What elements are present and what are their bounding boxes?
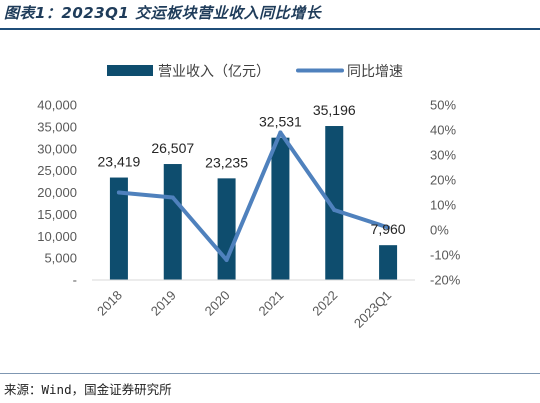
bar-series xyxy=(109,126,398,280)
bottom-rule xyxy=(0,373,540,374)
legend-bar-swatch xyxy=(107,65,153,76)
growth-point-2018 xyxy=(116,190,121,195)
right-tick-label: 40% xyxy=(430,123,456,138)
x-tick-label: 2020 xyxy=(202,288,233,319)
growth-point-2021 xyxy=(278,130,283,135)
right-tick-label: -20% xyxy=(430,273,461,288)
growth-point-2022 xyxy=(332,208,337,212)
x-tick-label: 2019 xyxy=(148,288,179,319)
bar-data-label: 26,507 xyxy=(151,140,194,156)
right-axis: -20% -10% 0% 10% 20% 30% 40% 50% xyxy=(430,98,461,288)
right-tick-label: 0% xyxy=(430,223,449,238)
bar-2022 xyxy=(325,126,344,280)
growth-point-2020 xyxy=(224,258,229,262)
bar-2023Q1 xyxy=(379,245,398,280)
left-tick-label: 15,000 xyxy=(37,207,77,222)
source-note: 来源：Wind，国金证券研究所 xyxy=(4,382,172,397)
left-axis: - 5,000 10,000 15,000 20,000 25,000 30,000 35,0… xyxy=(37,98,77,288)
left-tick-label: 5,000 xyxy=(44,251,77,266)
bar-2020 xyxy=(217,178,236,280)
x-tick-label: 2022 xyxy=(309,288,340,319)
bar-data-label: 7,960 xyxy=(371,221,406,237)
right-tick-label: -10% xyxy=(430,248,461,263)
figure-title: 图表1：2023Q1 交运板块营业收入同比增长 xyxy=(4,4,322,22)
bar-2018 xyxy=(109,177,128,280)
x-tick-label: 2018 xyxy=(94,288,125,319)
right-tick-label: 50% xyxy=(430,98,456,113)
bar-data-label: 23,419 xyxy=(98,154,141,170)
bar-data-labels: 23,419 26,507 23,235 32,531 35,196 7,960 xyxy=(98,102,406,237)
x-tick-label: 2021 xyxy=(255,288,286,319)
bar-data-label: 32,531 xyxy=(259,114,302,130)
left-tick-label: 10,000 xyxy=(37,229,77,244)
left-tick-label: 30,000 xyxy=(37,141,77,156)
left-tick-label: 40,000 xyxy=(37,98,77,113)
line-series xyxy=(116,130,391,262)
right-tick-label: 20% xyxy=(430,173,456,188)
growth-line xyxy=(116,130,391,262)
right-tick-label: 10% xyxy=(430,198,456,213)
legend-line-label: 同比增速 xyxy=(347,64,403,80)
growth-point-2023Q1 xyxy=(386,225,391,230)
left-tick-label: 25,000 xyxy=(37,163,77,178)
bar-2019 xyxy=(163,164,182,280)
x-axis-labels: 2018 2019 2020 2021 2022 2023Q1 xyxy=(94,288,394,331)
legend: 营业收入（亿元） 同比增速 xyxy=(107,64,403,80)
x-tick-label: 2023Q1 xyxy=(351,288,394,331)
left-tick-label: - xyxy=(73,273,77,288)
bar-data-label: 23,235 xyxy=(205,154,248,170)
bar-2021 xyxy=(271,137,290,280)
left-tick-label: 20,000 xyxy=(37,185,77,200)
left-tick-label: 35,000 xyxy=(37,119,77,134)
bar-data-label: 35,196 xyxy=(313,102,356,118)
growth-point-2019 xyxy=(170,195,175,200)
right-tick-label: 30% xyxy=(430,148,456,163)
title-rule xyxy=(0,28,540,30)
legend-bar-label: 营业收入（亿元） xyxy=(158,64,270,80)
